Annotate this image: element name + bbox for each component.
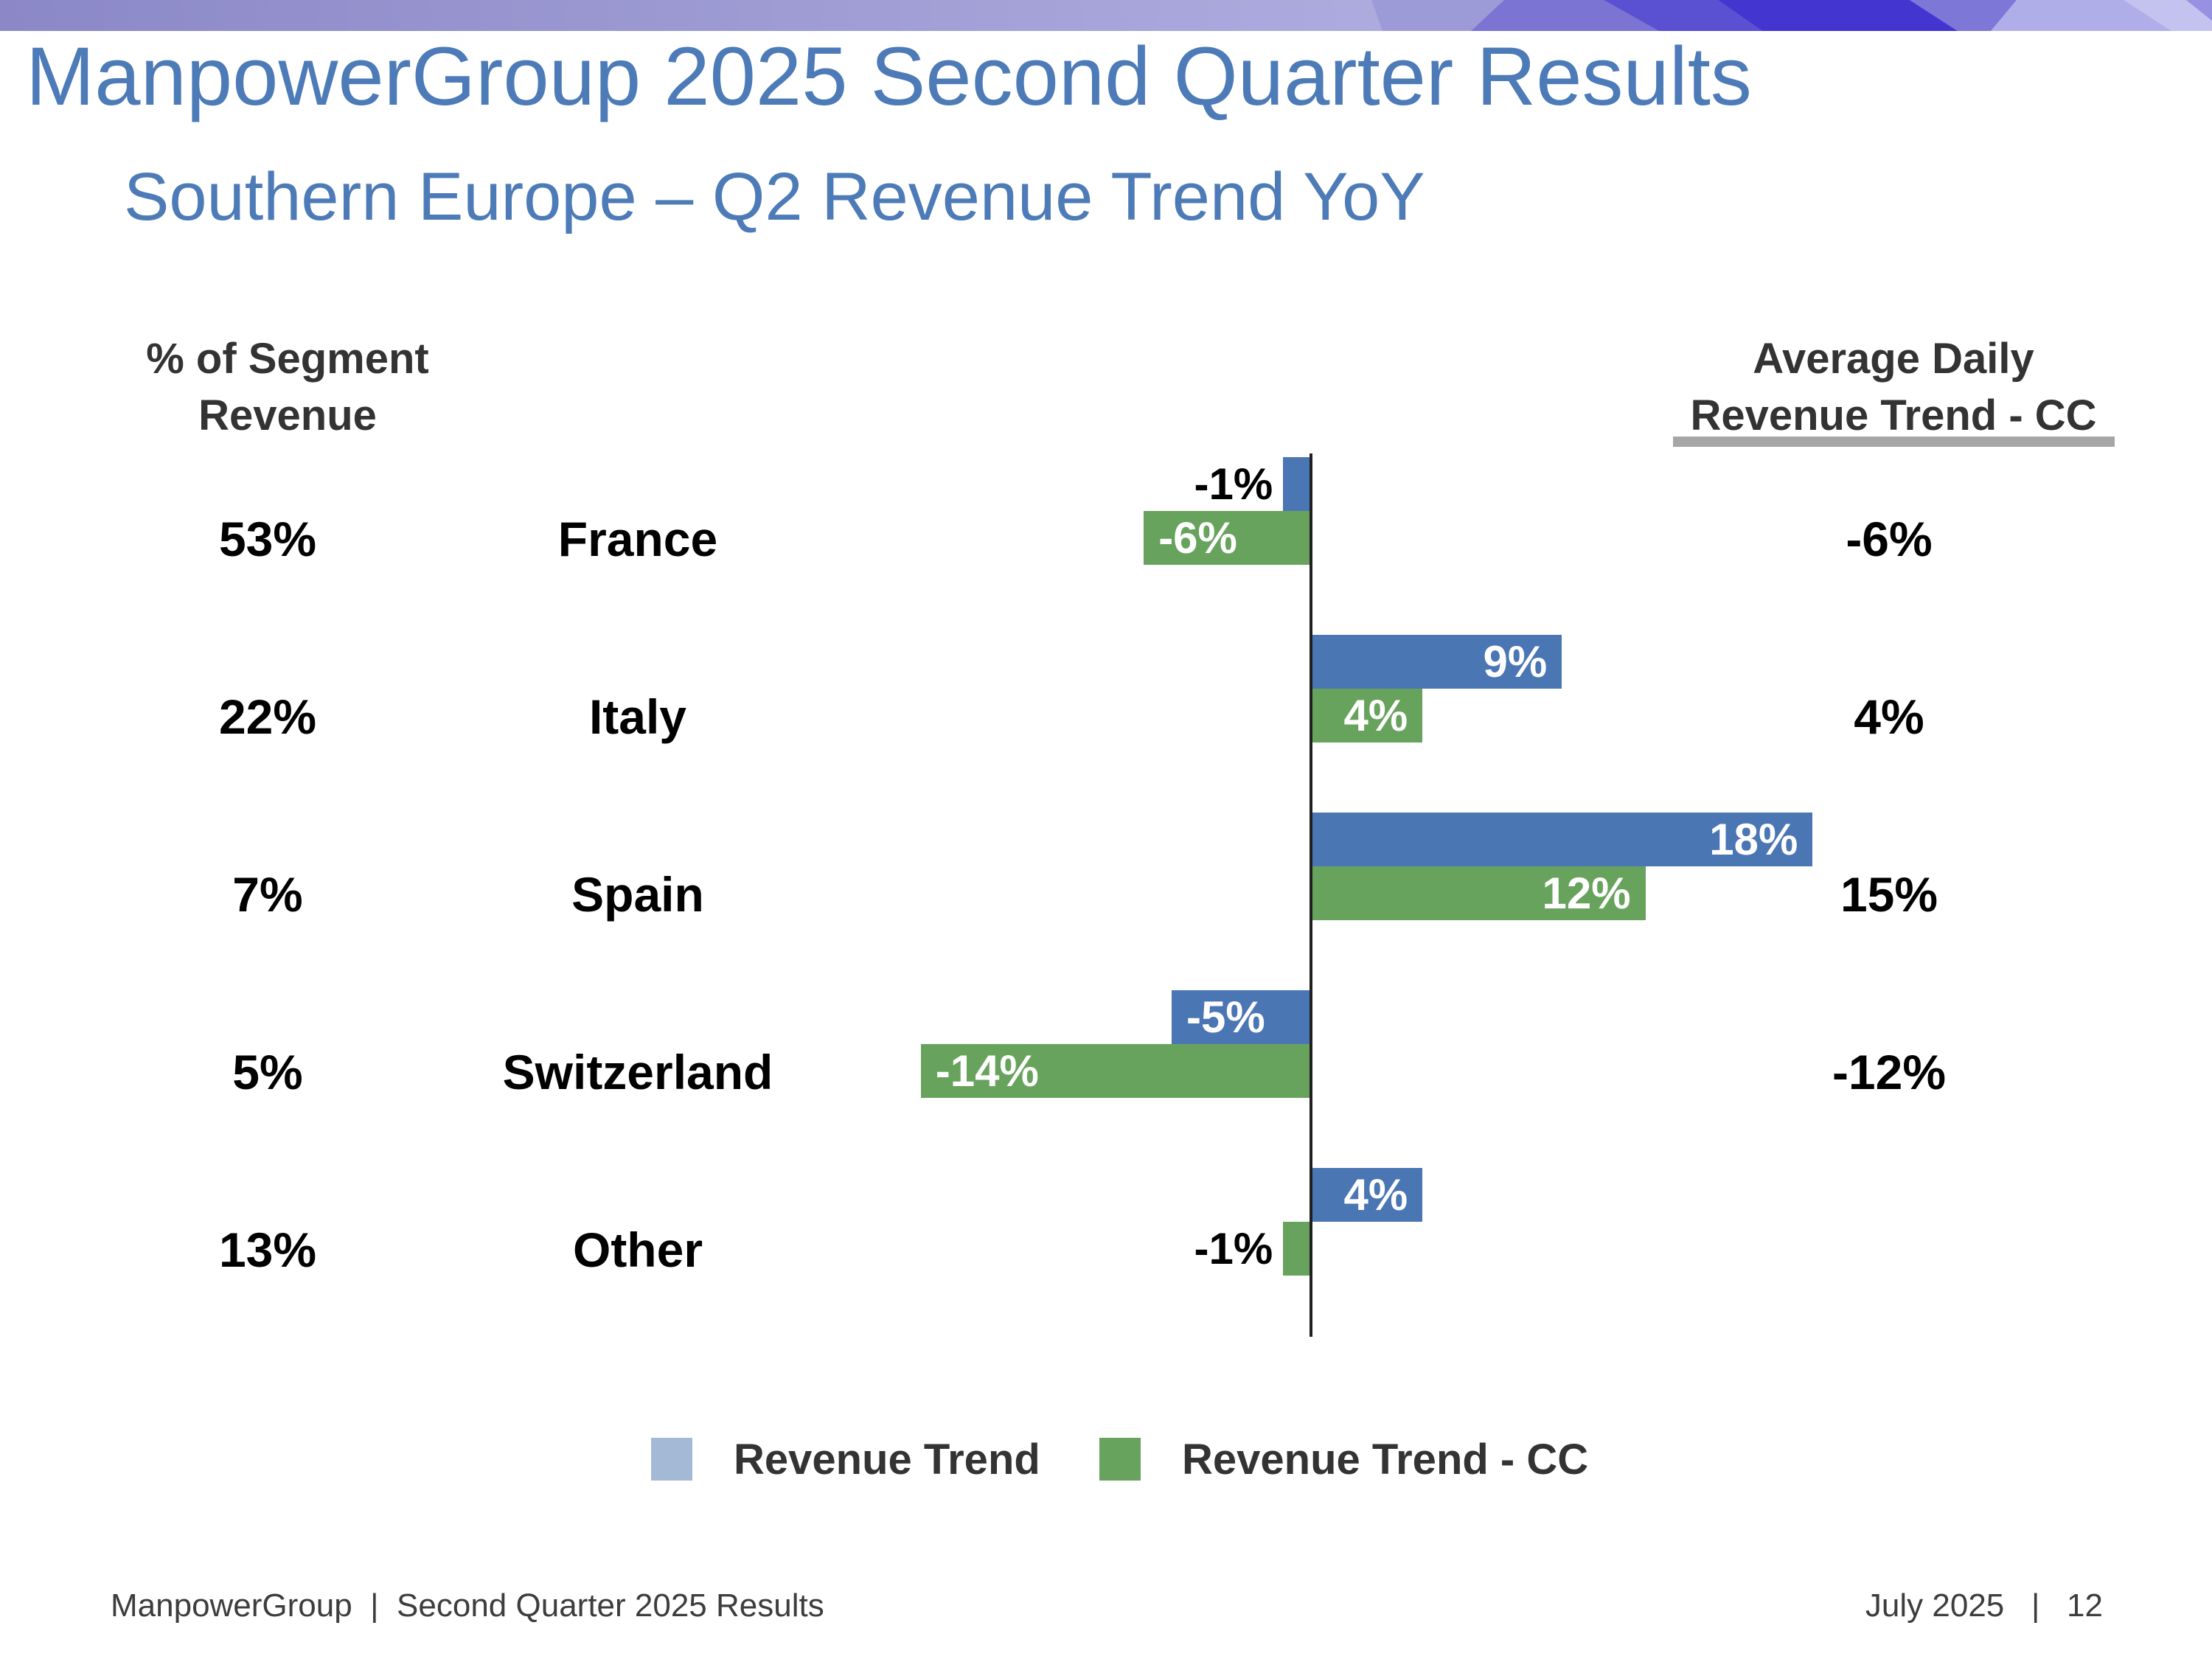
segment-share-value: 22% xyxy=(218,689,317,744)
bar-value-label: -6% xyxy=(1158,513,1237,563)
revenue-trend-bar: 9% xyxy=(1311,635,1562,689)
legend-label-revenue-trend: Revenue Trend xyxy=(734,1435,1040,1484)
country-label: Italy xyxy=(588,689,687,744)
revenue-trend-cc-bar: -14% xyxy=(920,1044,1311,1098)
revenue-trend-bar: 4% xyxy=(1311,1168,1423,1222)
avg-daily-cc-value: 15% xyxy=(1840,867,1938,922)
legend-swatch-revenue-trend xyxy=(651,1438,692,1481)
revenue-trend-cc-bar: -1% xyxy=(1194,1222,1311,1276)
segment-share-value: 7% xyxy=(232,867,303,922)
bar-value-label: 18% xyxy=(1709,815,1798,864)
avg-daily-cc-value: 4% xyxy=(1854,689,1924,744)
segment-revenue-header-line1: % of Segment xyxy=(146,335,429,383)
footer-left: ManpowerGroup | Second Quarter 2025 Resu… xyxy=(111,1587,824,1624)
banner-decoration xyxy=(0,0,2212,31)
bar-value-label: -1% xyxy=(1194,459,1273,509)
legend-label-revenue-trend-cc: Revenue Trend - CC xyxy=(1182,1435,1589,1484)
legend-swatch-revenue-trend-cc xyxy=(1099,1438,1141,1481)
revenue-trend-bar: -1% xyxy=(1194,457,1311,511)
segment-share-value: 13% xyxy=(218,1222,317,1277)
bar-value-label: 9% xyxy=(1483,637,1548,686)
segment-revenue-header-line2: Revenue xyxy=(198,392,377,439)
revenue-trend-cc-bar: -6% xyxy=(1144,511,1311,565)
segment-share-value: 53% xyxy=(218,512,317,566)
country-label: Spain xyxy=(571,867,704,922)
bar-value-label: 4% xyxy=(1343,1170,1408,1220)
bar-value-label: 4% xyxy=(1343,691,1408,740)
segment-revenue-header: % of Segment Revenue xyxy=(66,330,509,444)
avg-daily-cc-value xyxy=(1778,1224,2000,1276)
avg-daily-cc-value: -12% xyxy=(1832,1045,1947,1099)
bar-value-label: -1% xyxy=(1194,1224,1273,1273)
chart-axis-line xyxy=(1310,453,1312,1337)
bar-value-label: -14% xyxy=(935,1046,1039,1096)
revenue-trend-cc-bar: 4% xyxy=(1311,689,1423,742)
bar-value-label: 12% xyxy=(1542,869,1631,918)
avg-daily-header-line2: Revenue Trend - CC xyxy=(1690,392,2097,439)
avg-daily-header: Average Daily Revenue Trend - CC xyxy=(1672,330,2115,444)
page-subtitle: Southern Europe – Q2 Revenue Trend YoY xyxy=(124,159,1425,234)
bar-value-label: -5% xyxy=(1186,992,1265,1042)
segment-share-value: 5% xyxy=(232,1045,303,1099)
country-label: Other xyxy=(572,1222,703,1277)
revenue-trend-bar: -5% xyxy=(1172,990,1311,1044)
avg-daily-header-underline xyxy=(1673,437,2115,447)
country-label: France xyxy=(557,512,718,566)
page-title: ManpowerGroup 2025 Second Quarter Result… xyxy=(26,30,1752,122)
avg-daily-header-line1: Average Daily xyxy=(1753,335,2034,383)
avg-daily-cc-value: -6% xyxy=(1846,512,1933,566)
revenue-trend-bar: 18% xyxy=(1311,813,1813,866)
footer-right: July 2025 | 12 xyxy=(1865,1587,2103,1624)
revenue-trend-cc-bar: 12% xyxy=(1311,866,1646,920)
country-label: Switzerland xyxy=(502,1045,773,1099)
